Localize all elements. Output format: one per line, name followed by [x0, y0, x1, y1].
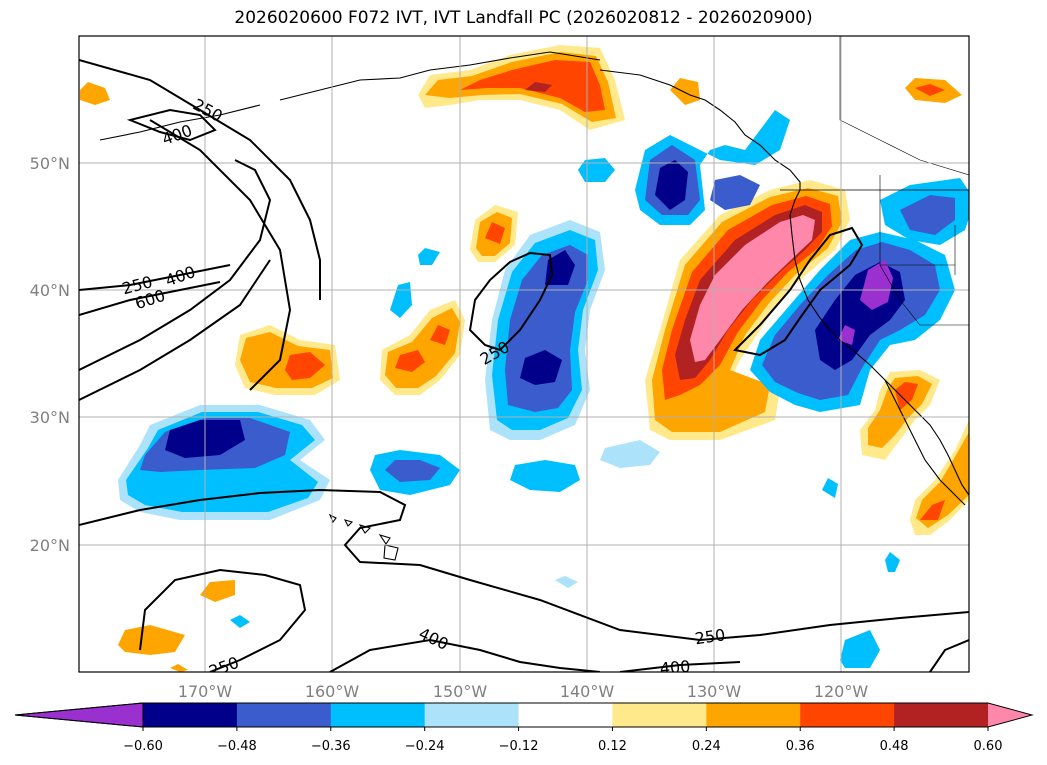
positive-gulf-alaska	[418, 45, 962, 130]
lat-tick-label: 30°N	[30, 408, 70, 427]
lat-tick-label: 50°N	[30, 154, 70, 173]
lon-tick-label: 140°W	[560, 682, 615, 701]
colorbar-segments	[15, 703, 1032, 727]
contour-label: 250	[694, 625, 727, 648]
negative-central-pacific	[485, 220, 605, 440]
map-frame	[78, 35, 970, 673]
colorbar-tick-label: 0.36	[786, 739, 815, 754]
lon-tick-labels: 170°W 160°W 150°W 140°W 130°W 120°W	[178, 682, 869, 701]
ivt-contours	[79, 59, 969, 672]
contour-label: 400	[659, 657, 691, 679]
colorbar-extend-low	[15, 703, 143, 727]
lon-tick-label: 120°W	[814, 682, 869, 701]
colorbar-segment	[894, 703, 989, 727]
lat-tick-labels: 50°N 40°N 30°N 20°N	[30, 154, 70, 555]
negative-core-california	[750, 178, 969, 412]
colorbar-tick-label: −0.48	[217, 739, 257, 754]
colorbar-extend-high	[988, 703, 1032, 727]
positive-plume-westcoast	[645, 180, 850, 440]
coastlines	[99, 36, 969, 561]
colorbar-segment	[143, 703, 238, 727]
colorbar-segment	[236, 703, 332, 727]
colorbar-segment	[706, 703, 801, 727]
colorbar-tick-label: 0.12	[598, 739, 627, 754]
lon-tick-label: 130°W	[687, 682, 742, 701]
lat-tick-label: 20°N	[30, 536, 70, 555]
colorbar-tick-label: −0.12	[499, 739, 539, 754]
colorbar-tick-label: −0.60	[123, 739, 163, 754]
map-content: 250 400 250 400 600 250 400 250 400 250	[79, 36, 969, 679]
colorbar-segment	[800, 703, 895, 727]
colorbar-segment	[424, 703, 520, 727]
colorbar-segment	[518, 703, 613, 727]
lon-tick-label: 170°W	[178, 682, 233, 701]
colorbar-tick-label: 0.48	[880, 739, 909, 754]
colorbar-tick-label: 0.24	[692, 739, 721, 754]
colorbar: −0.60 −0.48 −0.36 −0.24 −0.12 0.12 0.24 0.36 0.4…	[14, 702, 1034, 754]
colorbar-segment	[612, 703, 707, 727]
colorbar-tick-label: 0.60	[974, 739, 1003, 754]
colorbar-tick-label: −0.36	[311, 739, 351, 754]
positive-baja	[860, 370, 969, 535]
colorbar-tick-label: −0.24	[405, 739, 445, 754]
lon-tick-label: 160°W	[305, 682, 360, 701]
lat-tick-label: 40°N	[30, 281, 70, 300]
colorbar-ticks: −0.60 −0.48 −0.36 −0.24 −0.12 0.12 0.24 0.36 0.4…	[123, 727, 1002, 754]
small-patches	[80, 82, 900, 672]
colorbar-segment	[330, 703, 426, 727]
lon-tick-label: 150°W	[433, 682, 488, 701]
page-title: 2026020600 F072 IVT, IVT Landfall PC (20…	[234, 8, 813, 28]
